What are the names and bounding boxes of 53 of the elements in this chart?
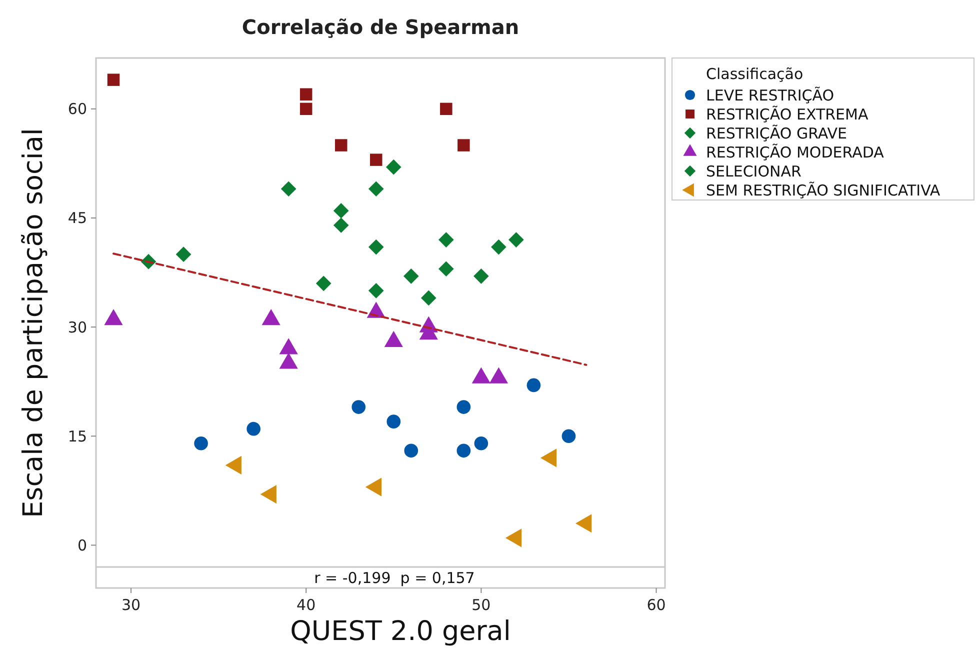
point xyxy=(386,159,402,175)
x-tick-label: 40 xyxy=(296,596,316,614)
y-tick-label: 45 xyxy=(68,209,87,228)
point xyxy=(300,102,312,116)
chart-title: Correlação de Spearman xyxy=(242,15,520,39)
point xyxy=(456,400,471,414)
point xyxy=(456,444,471,458)
point xyxy=(280,181,296,197)
point xyxy=(403,268,419,284)
point xyxy=(404,444,418,458)
point xyxy=(474,268,489,284)
y-tick-label: 15 xyxy=(68,427,87,446)
point xyxy=(368,283,384,298)
x-axis-title: QUEST 2.0 geral xyxy=(290,616,511,647)
point xyxy=(107,74,120,86)
legend-label: SEM RESTRIÇÃO SIGNIFICATIVA xyxy=(706,181,941,200)
legend-title: Classificação xyxy=(706,65,804,83)
legend-label: RESTRIÇÃO GRAVE xyxy=(706,124,847,142)
point xyxy=(508,232,524,248)
y-tick-label: 30 xyxy=(68,318,87,336)
point xyxy=(420,290,436,306)
text: r = -0,199 p = 0,157 xyxy=(314,569,475,587)
point xyxy=(352,400,366,414)
y-axis-title: Escala de participação social xyxy=(18,128,49,518)
point xyxy=(333,203,349,218)
point xyxy=(491,239,506,255)
legend-label: LEVE RESTRIÇÃO xyxy=(706,86,834,104)
point xyxy=(526,378,541,392)
legend-label: SELECIONAR xyxy=(706,162,802,180)
point xyxy=(474,436,488,450)
point xyxy=(246,422,260,436)
point xyxy=(386,414,401,428)
point xyxy=(334,139,348,152)
point xyxy=(176,246,192,262)
x-tick-label: 50 xyxy=(472,596,491,614)
x-tick-label: 30 xyxy=(121,596,141,614)
point xyxy=(458,139,470,152)
point xyxy=(440,102,452,116)
point xyxy=(368,181,384,197)
x-tick-label: 60 xyxy=(646,596,666,614)
point xyxy=(438,232,454,248)
point xyxy=(368,239,384,255)
point xyxy=(438,261,454,277)
point xyxy=(370,154,382,166)
y-tick-label: 0 xyxy=(77,536,87,554)
y-tick-label: 60 xyxy=(68,100,87,118)
point xyxy=(300,88,312,100)
legend-label: RESTRIÇÃO MODERADA xyxy=(706,143,885,162)
point xyxy=(316,276,332,292)
point xyxy=(333,218,349,233)
point xyxy=(194,436,208,450)
legend-label: RESTRIÇÃO EXTREMA xyxy=(706,105,869,124)
point xyxy=(562,429,576,444)
